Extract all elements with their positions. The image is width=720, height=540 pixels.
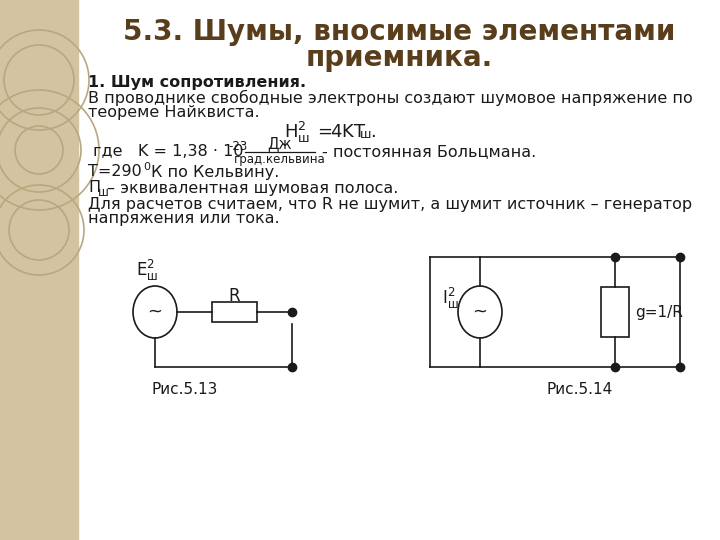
Text: Дж: Дж — [268, 137, 292, 152]
Text: - постоянная Больцмана.: - постоянная Больцмана. — [322, 145, 536, 159]
Text: 1. Шум сопротивления.: 1. Шум сопротивления. — [88, 75, 306, 90]
Text: ~: ~ — [148, 303, 163, 321]
Text: g=1/R: g=1/R — [635, 305, 683, 320]
Text: T=290: T=290 — [88, 165, 142, 179]
Text: 0: 0 — [143, 162, 150, 172]
Text: ш: ш — [360, 129, 372, 141]
Bar — [0, 0, 78, 540]
Text: .: . — [370, 123, 376, 141]
Text: 5.3. Шумы, вносимые элементами: 5.3. Шумы, вносимые элементами — [123, 18, 675, 46]
Text: К по Кельвину.: К по Кельвину. — [151, 165, 279, 179]
Text: В проводнике свободные электроны создают шумовое напряжение по: В проводнике свободные электроны создают… — [88, 90, 693, 106]
Text: где   K = 1,38 · 10: где K = 1,38 · 10 — [93, 145, 243, 159]
Text: Рис.5.14: Рис.5.14 — [547, 381, 613, 396]
Text: Для расчетов считаем, что R не шумит, а шумит источник – генератор: Для расчетов считаем, что R не шумит, а … — [88, 197, 692, 212]
Text: Рис.5.13: Рис.5.13 — [152, 381, 218, 396]
Bar — [601, 287, 629, 337]
Text: П: П — [88, 180, 100, 195]
Text: $\mathrm{I}^2_{\rm ш}$: $\mathrm{I}^2_{\rm ш}$ — [441, 286, 459, 310]
Bar — [212, 302, 257, 322]
Text: $\mathrm{H}^2_{\rm ш}$: $\mathrm{H}^2_{\rm ш}$ — [284, 119, 310, 145]
Text: приемника.: приемника. — [305, 44, 492, 72]
Text: ~: ~ — [472, 303, 487, 321]
Text: $=\!\!4\mathrm{KT}$: $=\!\!4\mathrm{KT}$ — [314, 123, 366, 141]
Text: -23: -23 — [228, 139, 247, 152]
Text: теореме Найквиста.: теореме Найквиста. — [88, 105, 260, 120]
Text: $\mathrm{E}^2_{\rm ш}$: $\mathrm{E}^2_{\rm ш}$ — [136, 258, 158, 282]
Text: ш: ш — [98, 186, 109, 199]
Text: – эквивалентная шумовая полоса.: – эквивалентная шумовая полоса. — [107, 180, 398, 195]
Text: R: R — [229, 287, 240, 305]
Text: напряжения или тока.: напряжения или тока. — [88, 212, 279, 226]
Text: град.кельвина: град.кельвина — [234, 153, 326, 166]
